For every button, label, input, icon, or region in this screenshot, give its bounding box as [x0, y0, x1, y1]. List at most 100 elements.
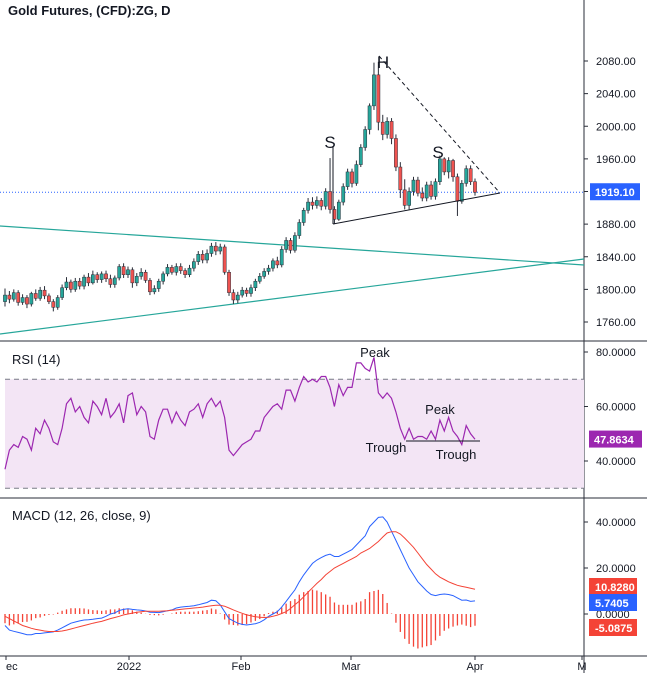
candle-body — [345, 171, 350, 187]
candle-body — [69, 281, 73, 290]
neckline — [332, 192, 501, 225]
candle-body — [29, 293, 34, 305]
candle-body — [112, 277, 117, 285]
rsi-band — [5, 379, 584, 489]
candle-body — [156, 280, 161, 289]
candle-body — [433, 181, 438, 197]
candle-body — [363, 129, 368, 148]
rsi-annotation: Peak — [360, 345, 390, 360]
macd-value-label: 10.8280 — [595, 582, 635, 594]
rsi-annotation: Trough — [436, 447, 477, 462]
candle-body — [33, 293, 38, 299]
candle-body — [192, 261, 196, 269]
candle-body — [306, 201, 310, 211]
candle-body — [165, 267, 170, 275]
pattern-label: H — [377, 53, 389, 72]
candle-body — [64, 281, 69, 288]
candle-body — [161, 273, 165, 282]
candle-body — [51, 301, 56, 308]
candle-body — [130, 269, 135, 284]
candle-body — [253, 280, 258, 288]
time-tick-label: M — [577, 661, 586, 673]
rsi-annotation: Trough — [366, 440, 407, 455]
candle-body — [143, 271, 148, 281]
candle-body — [249, 287, 253, 294]
candle-body — [25, 297, 29, 305]
candle-body — [310, 201, 315, 206]
candle-body — [3, 294, 7, 302]
candle-body — [95, 274, 100, 280]
candle-body — [222, 246, 227, 273]
candle-body — [442, 158, 447, 173]
candle-body — [55, 297, 60, 308]
candle-body — [7, 294, 12, 300]
candle-body — [213, 245, 218, 252]
price-tick-label: 1960.00 — [596, 154, 636, 166]
candle-body — [121, 266, 126, 275]
candle-body — [104, 273, 108, 280]
rsi-title: RSI (14) — [12, 352, 60, 367]
candle-body — [235, 294, 240, 301]
candle-body — [459, 183, 464, 202]
chart-title: Gold Futures, (CFD):ZG, D — [8, 3, 171, 18]
time-tick-label: Mar — [342, 661, 361, 673]
candle-body — [411, 179, 416, 192]
candle-body — [398, 166, 403, 191]
candle-body — [99, 273, 104, 280]
candle-body — [73, 280, 78, 290]
candle-body — [126, 269, 130, 275]
price-tick-label: 2080.00 — [596, 56, 636, 68]
candle-body — [38, 289, 42, 299]
time-tick-label: 2022 — [117, 661, 141, 673]
candle-body — [178, 266, 183, 271]
price-tick-label: 2000.00 — [596, 121, 636, 133]
candle-body — [385, 121, 389, 135]
candle-body — [86, 276, 91, 284]
rsi-tick-label: 80.0000 — [596, 347, 636, 359]
macd-value-badge — [589, 619, 637, 636]
candle-body — [420, 192, 425, 199]
price-tick-label: 1760.00 — [596, 317, 636, 329]
candle-body — [77, 280, 82, 287]
candle-body — [438, 158, 442, 182]
candle-body — [218, 246, 223, 252]
time-tick-label: Apr — [466, 661, 483, 673]
candle-body — [209, 245, 214, 254]
macd-tick-label: 20.0000 — [596, 563, 636, 575]
time-tick-label: Feb — [232, 661, 251, 673]
candle-body — [148, 280, 152, 293]
macd-tick-label: 40.0000 — [596, 517, 636, 529]
candle-body — [328, 191, 332, 210]
price-tick-label: 1840.00 — [596, 252, 636, 264]
time-tick-label: ec — [6, 661, 18, 673]
macd-value-badge — [589, 578, 637, 595]
candle-body — [170, 267, 174, 273]
price-tick-label: 1800.00 — [596, 284, 636, 296]
candle-body — [429, 184, 433, 197]
macd-signal-line — [4, 531, 476, 632]
candle-body — [341, 186, 346, 203]
candle-body — [205, 253, 209, 261]
price-tick-label: 1880.00 — [596, 219, 636, 231]
candle-body — [262, 271, 267, 277]
candle-body — [284, 240, 288, 250]
macd-value-badge — [589, 594, 637, 611]
candle-body — [42, 289, 47, 297]
candle-body — [394, 138, 398, 168]
candle-body — [240, 289, 245, 296]
candle-body — [174, 266, 179, 273]
pattern-label: S — [324, 133, 335, 152]
candle-body — [279, 249, 284, 266]
candle-body — [464, 168, 469, 184]
macd-value-label: -5.0875 — [595, 623, 632, 635]
candle-body — [367, 105, 372, 130]
candle-body — [288, 240, 293, 251]
candle-body — [275, 260, 280, 266]
candle-body — [451, 160, 455, 178]
candle-body — [424, 184, 429, 199]
candle-body — [372, 74, 376, 107]
candle-body — [319, 200, 324, 207]
candle-body — [380, 121, 385, 135]
candle-body — [16, 292, 21, 303]
